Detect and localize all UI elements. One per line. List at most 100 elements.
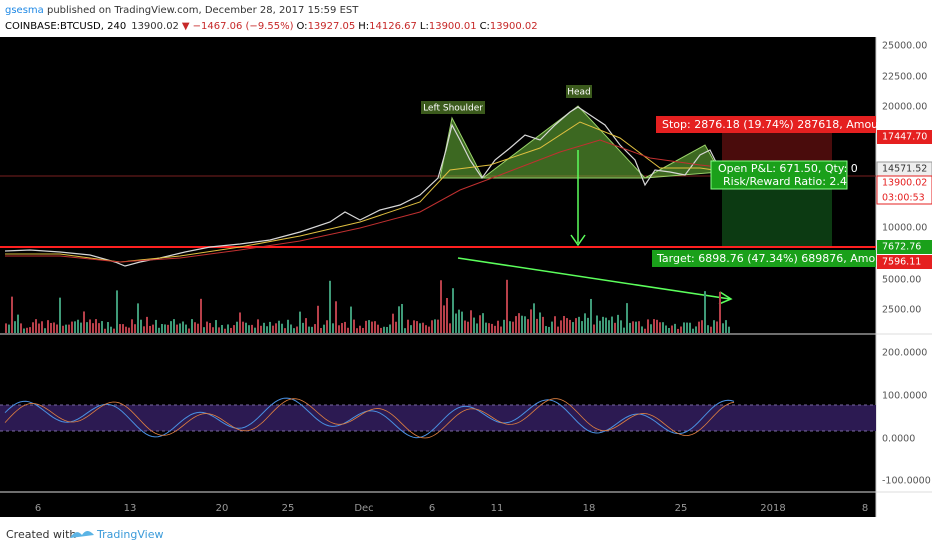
volume-bar <box>194 322 196 333</box>
volume-bar <box>611 316 613 333</box>
volume-bar <box>47 320 49 333</box>
volume-bar <box>98 323 100 333</box>
volume-bar <box>608 320 610 333</box>
volume-bar <box>449 323 451 333</box>
last: 13900.02 <box>131 21 179 32</box>
volume-bar <box>206 321 208 333</box>
volume-bar <box>521 315 523 333</box>
volume-bar <box>59 297 61 333</box>
volume-bar <box>26 327 28 333</box>
value: 13900.02 <box>490 21 538 32</box>
volume-bar <box>548 326 550 333</box>
volume-bar <box>176 324 178 333</box>
volume-label: 5000.00 <box>882 275 921 286</box>
volume-bar <box>623 327 625 333</box>
volume-bar <box>536 318 538 333</box>
volume-bar <box>86 322 88 333</box>
change: −1467.06 (−9.55%) <box>193 21 294 32</box>
volume-bar <box>557 326 559 333</box>
volume-bar <box>341 323 343 333</box>
time-label: 25 <box>282 503 295 514</box>
volume-bar <box>602 316 604 333</box>
volume-bar <box>707 325 709 333</box>
arrow-head <box>718 291 733 305</box>
volume-bar <box>464 320 466 333</box>
volume-bar <box>17 314 19 333</box>
price-flag <box>877 255 932 269</box>
volume-bar <box>668 327 670 333</box>
volume-bar <box>257 319 259 333</box>
volume-bar <box>425 325 427 333</box>
time-label: 20 <box>216 503 229 514</box>
volume-bar <box>287 319 289 333</box>
volume-bar <box>281 323 283 333</box>
volume-bar <box>542 316 544 333</box>
volume-bar <box>563 315 565 333</box>
volume-bar <box>578 316 580 333</box>
volume-bar <box>698 321 700 333</box>
volume-bar <box>389 324 391 333</box>
header-line: gsesma published on TradingView.com, Dec… <box>5 5 359 16</box>
arrow: ▼ <box>182 21 190 32</box>
volume-bar <box>713 320 715 333</box>
volume-bar <box>11 296 13 333</box>
volume-bar <box>338 325 340 333</box>
volume-bar <box>275 323 277 333</box>
volume-bar <box>80 322 82 333</box>
volume-bar <box>671 325 673 333</box>
volume-bar <box>149 325 151 333</box>
author: gsesma <box>5 5 44 16</box>
annotation: Head <box>567 88 591 98</box>
price-label: 10000.00 <box>882 223 927 234</box>
volume-bar <box>656 319 658 333</box>
volume-bar <box>50 322 52 333</box>
volume-bar <box>182 321 184 333</box>
volume-bar <box>560 320 562 333</box>
volume-bar <box>137 303 139 333</box>
volume-bar <box>329 280 331 333</box>
volume-bar <box>665 325 667 333</box>
volume-bar <box>77 319 79 333</box>
volume-bar <box>728 326 730 333</box>
price-label: 13900.02 <box>882 178 927 189</box>
volume-bar <box>383 326 385 333</box>
volume-bar <box>473 317 475 333</box>
volume-bar <box>551 321 553 333</box>
volume-bar <box>107 322 109 333</box>
volume-bar <box>218 327 220 333</box>
volume-bar <box>305 318 307 333</box>
volume-bar <box>191 319 193 333</box>
volume-bar <box>641 326 643 333</box>
volume-bar <box>224 328 226 333</box>
price-label: 22500.00 <box>882 72 927 83</box>
time-label: 18 <box>583 503 596 514</box>
footer-brand: TradingView <box>96 528 163 541</box>
volume-bar <box>515 316 517 333</box>
volume-bar <box>539 312 541 333</box>
volume-bar <box>485 322 487 333</box>
osc-label: 0.0000 <box>882 434 915 445</box>
price-flag <box>877 240 932 254</box>
volume-bar <box>203 327 205 333</box>
volume-bar <box>242 321 244 333</box>
volume-bar <box>71 321 73 333</box>
time-label: 2018 <box>760 503 785 514</box>
volume-bar <box>227 324 229 333</box>
volume-bar <box>470 310 472 333</box>
price-label: 03:00:53 <box>882 193 925 204</box>
volume-bar <box>479 315 481 333</box>
volume-bar <box>89 319 91 333</box>
volume-bar <box>260 325 262 333</box>
price-flag <box>877 130 932 144</box>
volume-bar <box>629 322 631 333</box>
volume-bar <box>74 321 76 333</box>
volume-bar <box>368 320 370 333</box>
volume-bar <box>164 324 166 333</box>
volume-bar <box>143 326 145 333</box>
volume-bar <box>458 309 460 333</box>
annotation: Risk/Reward Ratio: 2.4 <box>723 175 847 188</box>
time-label: Dec <box>354 503 373 514</box>
volume-bar <box>719 291 721 333</box>
volume-bar <box>377 324 379 333</box>
